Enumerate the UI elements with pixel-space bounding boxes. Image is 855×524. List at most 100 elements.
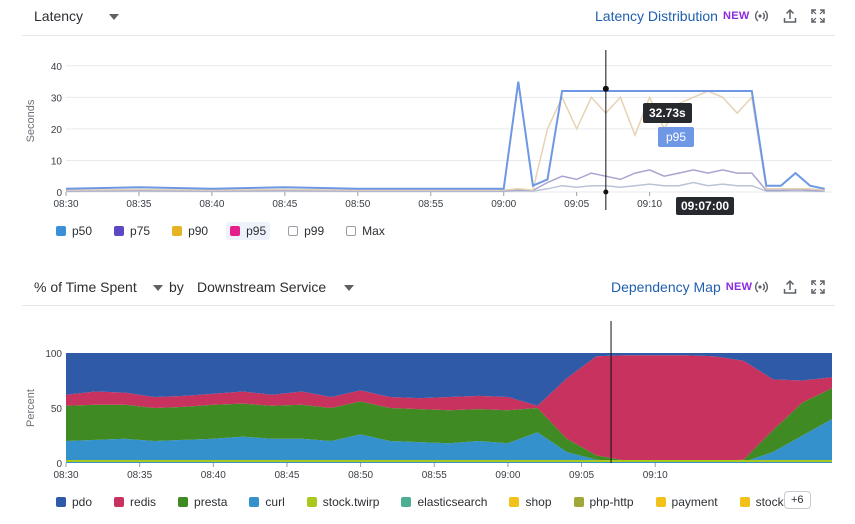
chevron-down-icon — [152, 285, 163, 292]
cursor-point — [602, 85, 609, 92]
legend-item-p99[interactable]: p99 — [284, 222, 328, 240]
y-tick-label: 30 — [51, 93, 63, 104]
legend-swatch — [401, 497, 412, 507]
expand-icon[interactable] — [810, 8, 826, 24]
new-badge: NEW — [722, 10, 750, 22]
legend-label: pdo — [72, 495, 93, 509]
legend-swatch — [178, 497, 189, 507]
new-badge: NEW — [725, 281, 753, 293]
legend-label: shop — [525, 495, 552, 509]
legend-label: p90 — [188, 224, 209, 238]
y-tick-label: 0 — [56, 459, 62, 470]
header-divider — [22, 305, 835, 306]
x-tick-label: 08:45 — [274, 470, 299, 481]
group-dropdown[interactable]: Downstream Service — [197, 279, 355, 295]
x-tick-label: 08:45 — [272, 199, 297, 210]
legend-item-payment[interactable]: payment — [652, 493, 722, 511]
x-tick-label: 08:50 — [348, 470, 373, 481]
x-tick-label: 08:40 — [199, 199, 224, 210]
latency-dropdown[interactable]: Latency — [34, 8, 119, 24]
y-tick-label: 50 — [51, 404, 63, 415]
chevron-down-icon — [344, 285, 355, 292]
x-tick-label: 08:30 — [53, 470, 78, 481]
metric-dropdown-label: % of Time Spent — [34, 279, 137, 295]
legend-label: Max — [362, 224, 385, 238]
latency-dropdown-label: Latency — [34, 8, 84, 24]
more-series-button[interactable]: +6 — [784, 491, 811, 509]
legend-label: p95 — [246, 224, 267, 238]
x-tick-label: 09:10 — [637, 199, 662, 210]
legend-item-p75[interactable]: p75 — [110, 222, 154, 240]
dependency-map-link[interactable]: Dependency Map NEW — [611, 279, 752, 295]
legend-item-php-http[interactable]: php-http — [570, 493, 638, 511]
cursor-time-label: 09:07:00 — [676, 197, 735, 215]
tooltip-series: p95 — [658, 127, 695, 147]
legend-label: p99 — [304, 224, 325, 238]
area-pdo — [66, 353, 832, 406]
header-divider — [22, 35, 835, 36]
legend-item-stock[interactable]: stock — [736, 493, 788, 511]
legend-label: stock — [755, 495, 784, 509]
x-tick-label: 09:00 — [491, 199, 516, 210]
legend-swatch — [114, 497, 125, 507]
legend-item-pdo[interactable]: pdo — [52, 493, 96, 511]
y-tick-label: 20 — [51, 125, 63, 136]
group-dropdown-label: Downstream Service — [197, 279, 327, 295]
by-label: by — [169, 279, 184, 295]
legend-item-stock-twirp[interactable]: stock.twirp — [303, 493, 384, 511]
legend-item-p90[interactable]: p90 — [168, 222, 212, 240]
time-spent-chart[interactable]: 0 50 100 Percent 08:30 08:35 08:40 08:45 08:50 08… — [0, 315, 855, 485]
latency-chart[interactable]: 0 10 20 30 40 Seconds 08:30 08:35 08:40 08:45 08:5… — [0, 40, 855, 220]
y-tick-label: 10 — [51, 156, 63, 167]
x-tick-label: 08:55 — [418, 199, 443, 210]
latency-distribution-label: Latency Distribution — [595, 8, 718, 24]
legend-swatch — [739, 497, 750, 507]
legend-item-elasticsearch[interactable]: elasticsearch — [397, 493, 491, 511]
legend-swatch — [56, 497, 66, 507]
legend-label: stock.twirp — [322, 495, 380, 509]
y-tick-label: 100 — [45, 349, 62, 360]
legend-swatch — [288, 226, 299, 236]
export-icon[interactable] — [782, 8, 798, 24]
legend-item-p95[interactable]: p95 — [226, 222, 271, 240]
legend-swatch — [346, 226, 357, 236]
series-line-p95 — [65, 81, 825, 190]
latency-legend: p50 p75 p90 p95 p99 Max — [52, 222, 403, 240]
y-tick-label: 0 — [56, 188, 62, 199]
x-tick-label: 08:35 — [127, 470, 152, 481]
legend-label: p50 — [72, 224, 93, 238]
latency-distribution-link[interactable]: Latency Distribution NEW — [595, 8, 750, 24]
legend-item-p50[interactable]: p50 — [52, 222, 96, 240]
y-axis-label: Seconds — [25, 99, 37, 142]
legend-swatch — [114, 226, 125, 236]
x-tick-label: 08:35 — [126, 199, 151, 210]
broadcast-icon[interactable] — [754, 279, 770, 295]
legend-item-shop[interactable]: shop — [505, 493, 555, 511]
broadcast-icon[interactable] — [754, 8, 770, 24]
legend-label: php-http — [589, 495, 634, 509]
legend-item-redis[interactable]: redis — [110, 493, 160, 511]
x-tick-label: 09:05 — [569, 470, 594, 481]
x-tick-label: 08:50 — [345, 199, 370, 210]
x-tick-label: 08:55 — [422, 470, 447, 481]
export-icon[interactable] — [782, 279, 798, 295]
area-stock.twirp — [66, 460, 832, 462]
y-axis-label: Percent — [25, 389, 37, 427]
area-curl — [66, 419, 832, 463]
legend-label: payment — [671, 495, 718, 509]
metric-dropdown[interactable]: % of Time Spent — [34, 279, 163, 295]
legend-item-presta[interactable]: presta — [174, 493, 231, 511]
area-presta — [66, 388, 832, 462]
legend-swatch — [56, 226, 66, 236]
area-redis — [66, 355, 832, 461]
legend-item-curl[interactable]: curl — [245, 493, 288, 511]
legend-label: presta — [194, 495, 228, 509]
x-tick-label: 08:30 — [53, 199, 78, 210]
legend-label: elasticsearch — [417, 495, 488, 509]
legend-item-max[interactable]: Max — [342, 222, 389, 240]
expand-icon[interactable] — [810, 279, 826, 295]
chevron-down-icon — [108, 14, 119, 21]
x-tick-label: 09:10 — [643, 470, 668, 481]
tooltip-value: 32.73s — [643, 103, 692, 123]
legend-swatch — [655, 497, 666, 507]
